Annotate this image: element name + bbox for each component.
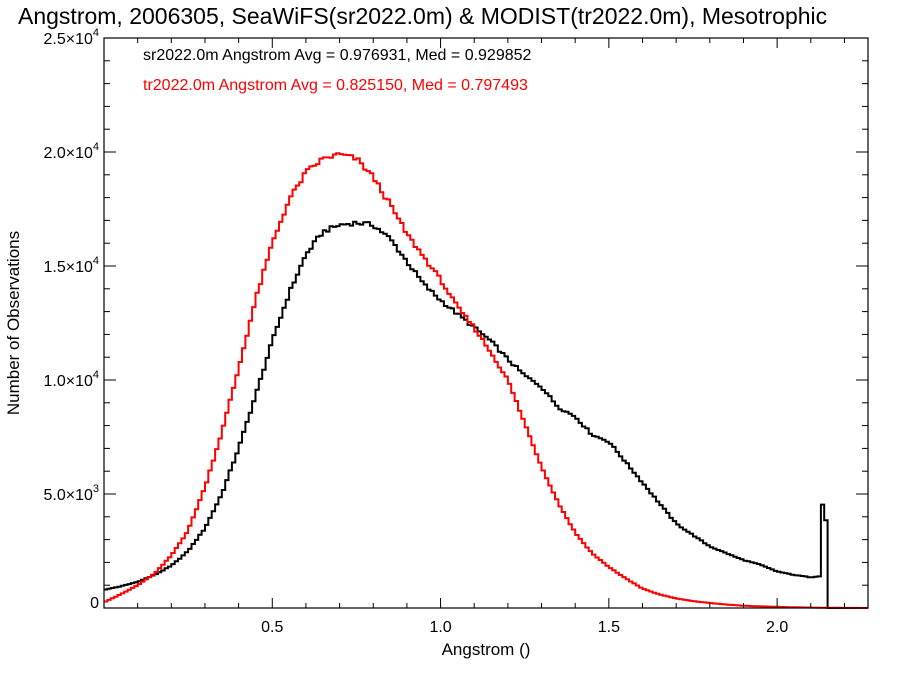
- y-axis-label: Number of Observations: [4, 231, 23, 415]
- y-tick-label: 5.0×103: [43, 483, 99, 504]
- series-line-tr2022-0m: [104, 152, 868, 609]
- x-tick-label: 1.0: [429, 619, 451, 636]
- y-tick-label: 2.0×104: [43, 141, 99, 162]
- plot-frame: [103, 37, 869, 609]
- x-axis-label: Angstrom (): [442, 640, 531, 659]
- y-tick-label: 2.5×104: [43, 27, 99, 48]
- axis-ticks: 0.5 1.0 1.5 2.0 0 5.0×103 1.0×104 1.5×104 2.0×10…: [43, 27, 868, 636]
- y-tick-label: 1.5×104: [43, 255, 99, 276]
- y-tick-label: 0: [90, 595, 99, 612]
- annotation-tr-stats: tr2022.0m Angstrom Avg = 0.825150, Med =…: [143, 77, 528, 94]
- x-tick-label: 0.5: [261, 619, 283, 636]
- series-layer: [104, 152, 868, 609]
- x-tick-label: 1.5: [598, 619, 620, 636]
- series-line-sr2022-0m: [104, 220, 868, 609]
- y-tick-label: 1.0×104: [43, 369, 99, 390]
- annotation-sr-stats: sr2022.0m Angstrom Avg = 0.976931, Med =…: [143, 47, 532, 64]
- chart-title: Angstrom, 2006305, SeaWiFS(sr2022.0m) & …: [18, 3, 827, 29]
- x-tick-label: 2.0: [766, 619, 788, 636]
